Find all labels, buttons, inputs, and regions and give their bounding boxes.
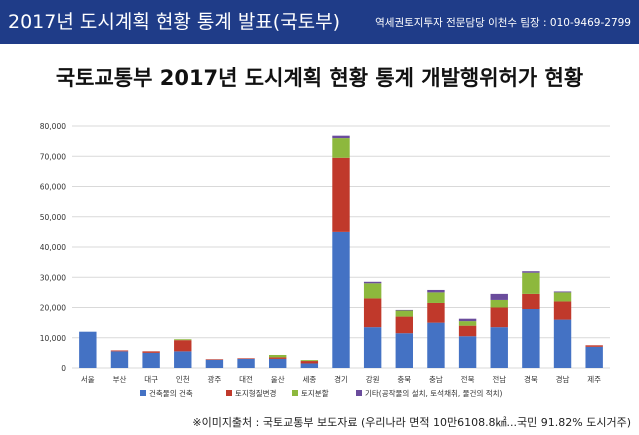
bar-segment bbox=[174, 340, 192, 352]
bar-segment bbox=[553, 292, 572, 302]
x-tick-label: 부산 bbox=[113, 374, 127, 384]
bar-segment bbox=[363, 283, 382, 299]
x-tick-label: 인천 bbox=[176, 374, 190, 384]
y-tick-label: 10,000 bbox=[40, 334, 66, 343]
bar-segment bbox=[269, 358, 287, 368]
legend-swatch bbox=[226, 390, 232, 396]
bar-segment bbox=[269, 354, 287, 358]
legend-swatch bbox=[140, 390, 146, 396]
legend-swatch bbox=[356, 390, 362, 396]
x-tick-label: 충남 bbox=[429, 375, 443, 384]
legend-label: 토지형질변경 bbox=[235, 388, 276, 398]
bar-segment bbox=[269, 357, 287, 359]
bar-segment bbox=[332, 157, 350, 232]
y-tick-label: 50,000 bbox=[40, 213, 66, 222]
bar-segment bbox=[458, 325, 477, 337]
bar-segment bbox=[395, 309, 413, 311]
bar-segment bbox=[79, 331, 97, 368]
legend-label: 건축물의 건축 bbox=[149, 388, 193, 398]
x-tick-label: 경기 bbox=[334, 374, 348, 384]
bar-segment bbox=[427, 292, 445, 303]
bar-segment bbox=[142, 351, 160, 353]
header-contact: 역세권토지투자 전문담당 이천수 팀장 : 010-9469-2799 bbox=[375, 17, 631, 29]
legend-label: 토지분할 bbox=[301, 389, 329, 398]
bar-segment bbox=[205, 359, 224, 368]
bar-segment bbox=[522, 272, 540, 294]
y-tick-label: 70,000 bbox=[40, 152, 66, 161]
x-tick-label: 경남 bbox=[556, 374, 570, 384]
x-tick-label: 울산 bbox=[271, 374, 285, 384]
chart-title: 국토교통부 2017년 도시계획 현황 통계 개발행위허가 현황 bbox=[55, 66, 584, 90]
bar-segment bbox=[585, 346, 603, 368]
bar-segment bbox=[522, 271, 540, 273]
bar-segment bbox=[110, 350, 129, 352]
bar-segment bbox=[395, 310, 413, 317]
x-tick-label: 전북 bbox=[461, 374, 475, 384]
bar-segment bbox=[174, 351, 192, 368]
bar-segment bbox=[332, 231, 350, 368]
bar-segment bbox=[395, 316, 413, 334]
bar-segment bbox=[363, 298, 382, 328]
y-tick-label: 20,000 bbox=[40, 304, 66, 313]
x-tick-label: 강원 bbox=[366, 374, 380, 384]
x-tick-label: 세종 bbox=[302, 375, 316, 384]
bar-segment bbox=[458, 318, 477, 322]
bar-segment bbox=[490, 299, 508, 308]
bar-segment bbox=[522, 309, 540, 368]
x-tick-label: 광주 bbox=[208, 374, 222, 384]
bar-segment bbox=[174, 339, 192, 341]
x-tick-label: 충북 bbox=[397, 375, 411, 384]
x-tick-label: 전남 bbox=[492, 374, 506, 384]
bar-segment bbox=[205, 359, 224, 360]
bar-segment bbox=[427, 322, 445, 368]
header-banner: 2017년 도시계획 현황 통계 발표(국토부) 역세권토지투자 전문담당 이천… bbox=[0, 0, 639, 44]
bar-segment bbox=[490, 293, 508, 300]
bar-segment bbox=[237, 358, 255, 368]
bar-segment bbox=[427, 302, 445, 323]
bar-segment bbox=[553, 291, 572, 293]
bar-segment bbox=[553, 301, 572, 320]
header-title: 2017년 도시계획 현황 통계 발표(국토부) bbox=[8, 11, 341, 33]
bar-segment bbox=[522, 293, 540, 310]
bar-segment bbox=[300, 360, 319, 362]
image-source-note: ※이미지출처 : 국토교통부 보도자료 (우리나라 면적 10만6108.8㎢.… bbox=[192, 416, 631, 429]
x-tick-label: 경북 bbox=[524, 374, 538, 384]
bar-segment bbox=[458, 336, 477, 368]
y-tick-label: 80,000 bbox=[40, 122, 66, 131]
y-tick-label: 0 bbox=[61, 364, 66, 373]
bar-segment bbox=[553, 319, 572, 368]
y-tick-label: 60,000 bbox=[40, 183, 66, 192]
bar-segment bbox=[585, 345, 603, 347]
bar-segment bbox=[363, 281, 382, 284]
bar-segment bbox=[427, 289, 445, 293]
legend-swatch bbox=[292, 390, 298, 396]
legend-label: 기타(공작물의 설치, 토석채취, 물건의 적치) bbox=[365, 388, 503, 398]
bar-segment bbox=[300, 363, 319, 368]
bar-segment bbox=[363, 327, 382, 368]
bar-segment bbox=[458, 321, 477, 326]
x-tick-label: 제주 bbox=[587, 375, 601, 384]
bar-segment bbox=[490, 307, 508, 328]
bar-segment bbox=[395, 333, 413, 368]
bar-segment bbox=[237, 358, 255, 359]
bar-segment bbox=[300, 361, 319, 364]
bar-segment bbox=[110, 351, 129, 368]
y-tick-label: 40,000 bbox=[40, 243, 66, 252]
bar-segment bbox=[332, 138, 350, 158]
bar-segment bbox=[332, 135, 350, 139]
y-tick-label: 30,000 bbox=[40, 273, 66, 282]
x-tick-label: 대구 bbox=[144, 375, 158, 384]
bar-segment bbox=[142, 352, 160, 368]
bar-segment bbox=[490, 327, 508, 368]
x-tick-label: 대전 bbox=[239, 374, 253, 384]
x-tick-label: 서울 bbox=[81, 375, 95, 384]
